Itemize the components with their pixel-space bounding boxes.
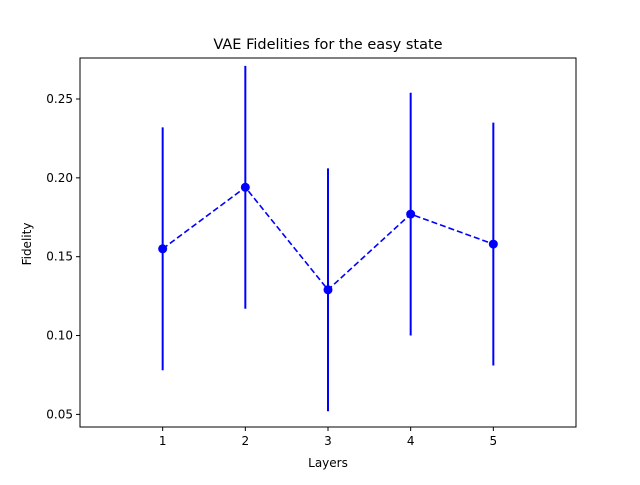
- data-point: [158, 244, 168, 254]
- x-tick-label: 2: [242, 434, 250, 448]
- chart-title: VAE Fidelities for the easy state: [213, 37, 442, 53]
- data-point: [406, 209, 416, 219]
- axes: 1 2 3 4 5 0.05 0.10 0.15 0.20 0.25: [46, 57, 577, 448]
- y-tick-label: 0.25: [46, 92, 73, 106]
- y-tick-label: 0.05: [46, 407, 73, 421]
- plot-area: [158, 65, 498, 412]
- x-tick-label: 5: [490, 434, 498, 448]
- x-tick-label: 1: [159, 434, 167, 448]
- y-tick-label: 0.15: [46, 250, 73, 264]
- data-point: [488, 239, 498, 249]
- x-tick-label: 3: [324, 434, 332, 448]
- data-point: [323, 285, 333, 295]
- x-axis-label: Layers: [308, 456, 348, 470]
- data-point: [240, 182, 250, 192]
- y-axis-label: Fidelity: [20, 223, 34, 266]
- y-tick-label: 0.20: [46, 171, 73, 185]
- y-tick-label: 0.10: [46, 329, 73, 343]
- x-tick-label: 4: [407, 434, 415, 448]
